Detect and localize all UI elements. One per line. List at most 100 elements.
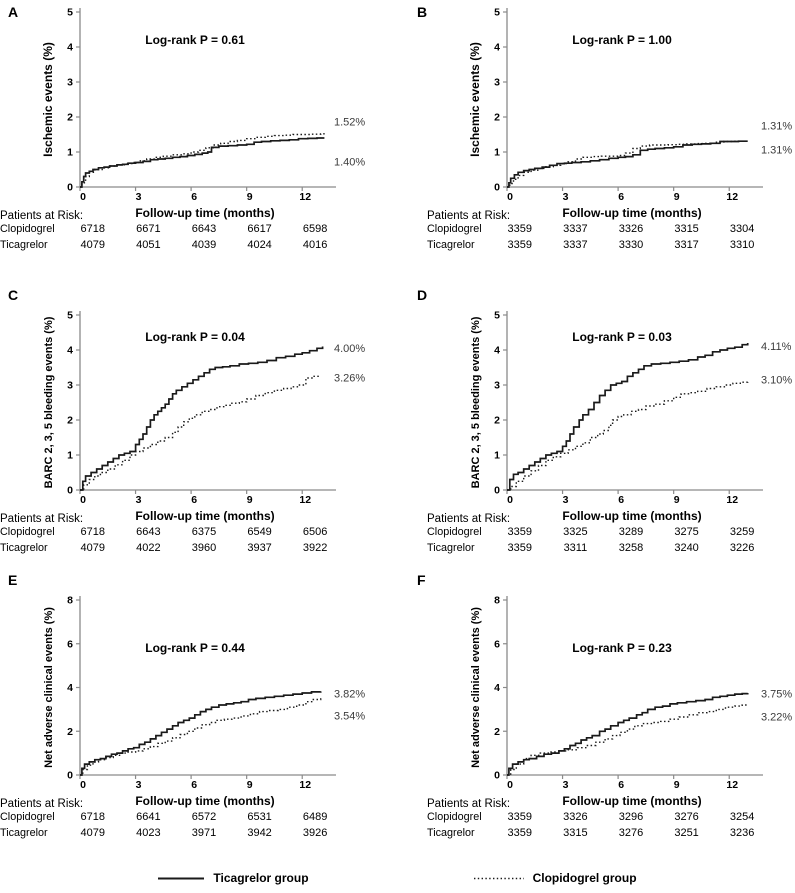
curve-clopidogrel <box>507 140 748 188</box>
y-tick-label: 5 <box>67 7 73 19</box>
risk-value: 6643 <box>136 526 161 538</box>
y-tick-label: 6 <box>67 638 73 650</box>
risk-value: 6531 <box>247 811 272 823</box>
risk-row-label: Clopidogrel <box>427 223 482 235</box>
risk-value: 3310 <box>729 238 755 251</box>
risk-value: 3359 <box>507 811 533 823</box>
risk-value: 6375 <box>191 526 217 538</box>
risk-value: 4016 <box>302 238 328 251</box>
y-tick-label: 4 <box>67 345 73 357</box>
risk-value: 3359 <box>507 826 533 839</box>
risk-row-clopidogrel: Clopidogrel 3359 3337 3326 3315 3304 <box>427 223 795 239</box>
x-tick-label: 6 <box>618 779 624 791</box>
curve-ticagrelor <box>507 140 748 188</box>
km-plot-e: 0 2 4 6 8 0 3 6 9 12 Net adverse clinical events (… <box>43 595 365 792</box>
y-tick-label: 3 <box>67 380 73 392</box>
log-rank-annotation: Log-rank P = 0.03 <box>572 330 672 344</box>
patients-at-risk-label: Patients at Risk: <box>0 210 84 222</box>
risk-value: 4039 <box>191 238 217 251</box>
risk-value: 6572 <box>191 811 217 823</box>
risk-table-header: Patients at Risk: Follow-up time (months) <box>427 509 795 526</box>
risk-value: 3275 <box>674 526 699 538</box>
risk-value: 4079 <box>80 238 106 251</box>
x-tick-label: 6 <box>618 494 624 506</box>
risk-row-clopidogrel: Clopidogrel 3359 3325 3289 3275 3259 <box>427 526 795 542</box>
log-rank-annotation: Log-rank P = 0.61 <box>145 33 245 47</box>
risk-value: 3251 <box>674 826 699 839</box>
risk-value: 4024 <box>247 238 272 251</box>
risk-row-label: Clopidogrel <box>0 223 55 235</box>
risk-value: 3325 <box>563 526 588 538</box>
y-tick-label: 3 <box>494 380 500 392</box>
panel-letter: C <box>8 287 19 303</box>
end-percent-label: 3.75% <box>761 689 792 701</box>
end-percent-label: 3.10% <box>761 374 792 386</box>
panel-content: 0 1 2 3 4 5 0 3 6 9 12 BARC 2, 3, 5 bleeding events… <box>0 283 397 557</box>
risk-value: 3254 <box>729 811 755 823</box>
risk-table-header: Patients at Risk: Follow-up time (months) <box>427 206 795 223</box>
x-tick-label: 0 <box>507 779 513 791</box>
risk-value: 6489 <box>302 811 328 823</box>
km-plot-f: 0 2 4 6 8 0 3 6 9 12 Net adverse clinical events (… <box>470 595 792 792</box>
legend-label-ticagrelor: Ticagrelor group <box>213 871 309 885</box>
patients-at-risk-label: Patients at Risk: <box>0 513 84 525</box>
risk-value: 6549 <box>247 526 272 538</box>
risk-value: 3259 <box>729 526 755 538</box>
risk-value: 3317 <box>674 238 699 251</box>
x-tick-label: 6 <box>191 494 197 506</box>
risk-value: 3330 <box>618 238 644 251</box>
y-tick-label: 5 <box>67 310 73 322</box>
risk-value: 3326 <box>618 223 644 235</box>
risk-table-header: Patients at Risk: Follow-up time (months) <box>0 206 397 223</box>
risk-value: 4051 <box>136 238 161 251</box>
x-tick-label: 12 <box>726 494 738 506</box>
panel-letter: D <box>417 287 428 303</box>
curve-ticagrelor <box>80 346 324 491</box>
risk-value: 3236 <box>729 826 755 839</box>
curve-ticagrelor <box>507 343 749 491</box>
risk-row-ticagrelor: Ticagrelor 3359 3337 3330 3317 3310 <box>427 239 795 255</box>
risk-row-clopidogrel: Clopidogrel 6718 6643 6375 6549 6506 <box>0 526 397 542</box>
risk-value: 6506 <box>302 526 328 538</box>
x-tick-label: 3 <box>136 191 142 203</box>
x-tick-label: 0 <box>80 779 86 791</box>
patients-at-risk-label: Patients at Risk: <box>427 798 511 810</box>
risk-value: 3960 <box>191 541 217 554</box>
x-tick-label: 9 <box>247 494 253 506</box>
y-tick-label: 2 <box>67 726 73 738</box>
y-axis-title: BARC 2, 3, 5 bleeding events (%) <box>470 316 482 488</box>
risk-value: 3971 <box>191 826 217 839</box>
risk-value: 3337 <box>563 238 588 251</box>
risk-value: 4079 <box>80 541 106 554</box>
x-tick-label: 3 <box>563 494 569 506</box>
panel-c: C 0 1 2 3 4 5 0 3 6 9 12 BARC 2, 3, 5 bleeding event… <box>0 283 397 568</box>
x-tick-label: 9 <box>247 191 253 203</box>
x-tick-label: 6 <box>191 779 197 791</box>
figure-legend: Ticagrelor group Clopidogrel group <box>0 853 795 893</box>
end-percent-label: 1.40% <box>334 156 365 168</box>
end-percent-label: 3.22% <box>761 712 792 724</box>
y-tick-label: 1 <box>494 147 500 159</box>
risk-row-label: Clopidogrel <box>427 811 482 823</box>
x-tick-label: 0 <box>80 494 86 506</box>
panel-content: 0 1 2 3 4 5 0 3 6 9 12 BARC 2, 3, 5 bleeding events… <box>427 283 795 557</box>
panel-letter: B <box>417 4 428 20</box>
x-tick-label: 0 <box>80 191 86 203</box>
risk-row-ticagrelor: Ticagrelor 3359 3315 3276 3251 3236 <box>427 827 795 843</box>
x-tick-label: 9 <box>247 779 253 791</box>
panel-letter: A <box>8 4 19 20</box>
end-percent-label: 3.82% <box>334 689 365 701</box>
panel-letter: F <box>417 572 426 588</box>
y-tick-label: 0 <box>67 485 73 497</box>
risk-value: 3337 <box>563 223 588 235</box>
risk-row-ticagrelor: Ticagrelor 4079 4051 4039 4024 4016 <box>0 239 397 255</box>
risk-value: 3240 <box>674 541 699 554</box>
x-tick-label: 12 <box>726 779 738 791</box>
end-percent-label: 1.31% <box>761 144 792 156</box>
patients-at-risk-label: Patients at Risk: <box>0 798 84 810</box>
y-axis-title: Net adverse clinical events (%) <box>470 607 482 768</box>
y-tick-label: 0 <box>494 770 500 782</box>
x-axis-title: Follow-up time (months) <box>135 794 275 808</box>
risk-value: 3296 <box>618 811 644 823</box>
